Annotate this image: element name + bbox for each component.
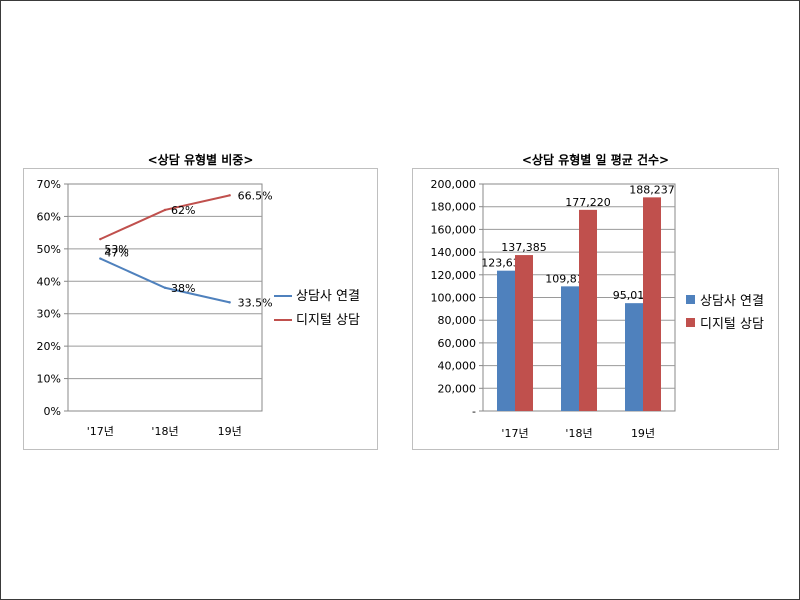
series-line-2 [99, 194, 230, 241]
x-tick-label: '18년 [151, 425, 178, 438]
data-label: 95,012 [613, 289, 652, 302]
bar-1 [561, 286, 579, 411]
line-chart-frame: 0% 10% 20% 30% 40% 50% 60% 70% '17년 '18년 19년 47% 38%… [23, 168, 378, 450]
data-label: 38% [171, 282, 195, 295]
bar-2 [643, 197, 661, 411]
plot-area [67, 183, 263, 412]
data-label: 47% [104, 247, 128, 260]
y-tick-label: 40% [37, 275, 61, 288]
data-label: 137,385 [501, 241, 547, 254]
bar-2 [515, 255, 533, 411]
y-tick-label: 60% [37, 210, 61, 223]
data-point [163, 286, 167, 289]
y-tick-label: - [472, 405, 476, 418]
bar-chart: - 20,000 40,000 60,000 80,000 100,000 120,000 1… [431, 178, 764, 440]
data-point [99, 257, 102, 260]
data-label: 177,220 [565, 196, 611, 209]
legend-label: 상담사 연결 [700, 294, 764, 309]
y-tick-label: 60,000 [438, 337, 477, 350]
data-point [163, 208, 167, 212]
y-tick-label: 20% [37, 340, 61, 353]
y-tick-label: 80,000 [438, 314, 477, 327]
legend-label: 디지털 상담 [296, 313, 360, 328]
data-label: 66.5% [238, 189, 273, 202]
x-tick-label: '18년 [565, 427, 592, 440]
line-chart-title: <상담 유형별 비중> [147, 153, 254, 167]
line-chart: 0% 10% 20% 30% 40% 50% 60% 70% '17년 '18년 19년 47% 38%… [37, 178, 360, 438]
legend-label: 상담사 연결 [296, 289, 360, 304]
bar-chart-frame: - 20,000 40,000 60,000 80,000 100,000 120,000 1… [412, 168, 779, 450]
y-tick-label: 120,000 [431, 269, 477, 282]
bar-2 [579, 209, 597, 411]
series-line-1 [99, 257, 230, 304]
legend-label: 디지털 상담 [700, 317, 764, 332]
data-label: 33.5% [238, 296, 273, 309]
x-tick-label: '17년 [87, 425, 114, 438]
bar-1 [625, 303, 643, 411]
data-label: 62% [171, 204, 195, 217]
y-tick-label: 140,000 [431, 246, 477, 259]
x-tick-label: 19년 [218, 425, 242, 438]
bar-chart-title: <상담 유형별 일 평균 건수> [521, 153, 670, 167]
legend-swatch [686, 295, 695, 304]
y-tick-label: 40,000 [438, 360, 477, 373]
legend-swatch [686, 318, 695, 327]
y-tick-label: 50% [37, 243, 61, 256]
y-tick-label: 10% [37, 373, 61, 386]
y-tick-label: 180,000 [431, 201, 477, 214]
y-tick-label: 70% [37, 178, 61, 191]
x-tick-label: 19년 [631, 427, 655, 440]
data-point [228, 301, 231, 304]
data-label: 188,237 [629, 183, 675, 196]
y-tick-label: 20,000 [438, 382, 477, 395]
data-point [228, 194, 231, 197]
y-tick-label: 200,000 [431, 178, 477, 191]
y-tick-label: 30% [37, 308, 61, 321]
y-tick-label: 100,000 [431, 292, 477, 305]
y-tick-label: 0% [44, 405, 61, 418]
bar-1 [497, 270, 515, 411]
data-point [99, 237, 102, 241]
y-tick-label: 160,000 [431, 223, 477, 236]
data-label: 53% [104, 243, 128, 256]
x-tick-label: '17년 [501, 427, 528, 440]
